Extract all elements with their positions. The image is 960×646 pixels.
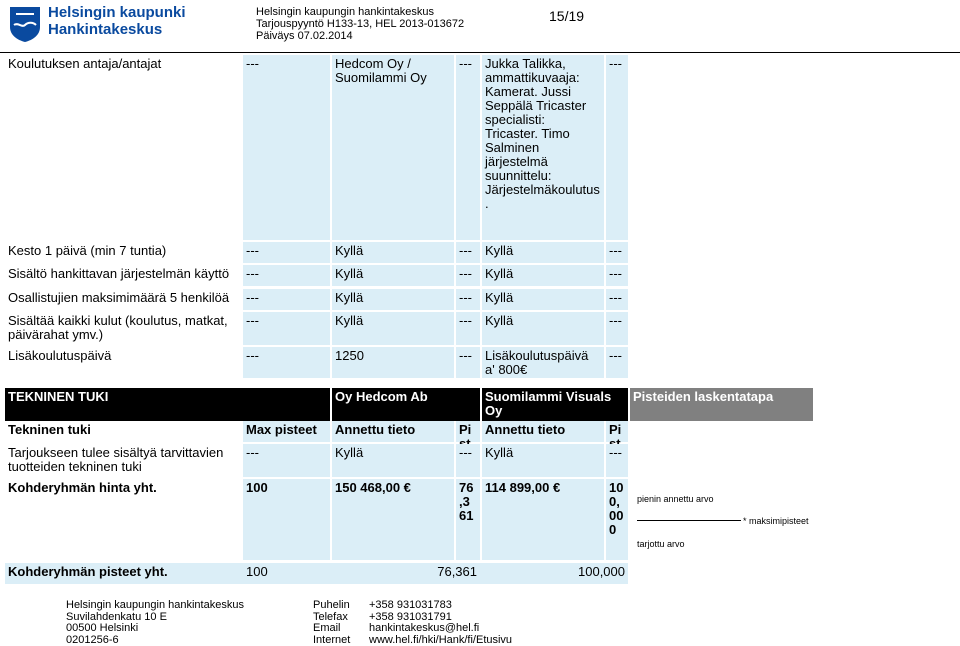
table-cell: 76,361 <box>456 479 480 560</box>
table-cell: Lisäkoulutuspäivä a' 800€ <box>482 347 604 378</box>
table-cell: Annettu tieto <box>332 421 454 442</box>
table-cell: Kyllä <box>482 444 604 477</box>
table-cell: Kyllä <box>332 265 454 286</box>
header-rule <box>0 52 960 53</box>
page-number: 15/19 <box>546 7 587 25</box>
table-cell: Lisäkoulutuspäivä <box>5 347 241 378</box>
table-cell: Jukka Talikka, ammattikuvaaja: Kamerat. … <box>482 55 604 240</box>
table-cell: --- <box>243 289 330 310</box>
total-max: 100 <box>243 563 271 581</box>
table-cell: 114 899,00 € <box>482 479 604 560</box>
header-org: Helsingin kaupungin hankintakeskus <box>256 6 434 18</box>
logo-title: Helsingin kaupunki <box>48 6 186 20</box>
footer-value: hankintakeskus@hel.fi <box>369 623 479 635</box>
logo-crest <box>8 5 42 43</box>
table-cell: --- <box>243 242 330 263</box>
table-cell: --- <box>456 312 480 345</box>
table-cell: Kesto 1 päivä (min 7 tuntia) <box>5 242 241 263</box>
total-score: 100,000 <box>506 563 628 581</box>
formula-line <box>637 520 741 521</box>
table-cell: Kyllä <box>482 242 604 263</box>
total-label: Kohderyhmän pisteet yht. <box>5 563 171 581</box>
table-cell: --- <box>606 242 628 263</box>
table-cell: --- <box>606 347 628 378</box>
footer-label: Email <box>313 623 341 635</box>
table-cell: Annettu tieto <box>482 421 604 442</box>
footer-value: +358 931031783 <box>369 600 452 612</box>
table-cell: --- <box>456 444 480 477</box>
table-cell: --- <box>243 444 330 477</box>
total-score: 76,361 <box>380 563 480 581</box>
formula-multiplier: * maksimipisteet <box>743 515 809 527</box>
table-cell: --- <box>456 289 480 310</box>
table-cell: --- <box>456 55 480 240</box>
table-cell: --- <box>243 265 330 286</box>
table-cell: Osallistujien maksimimäärä 5 henkilöä <box>5 289 241 310</box>
table-header: TEKNINEN TUKI <box>5 388 330 421</box>
table-cell: --- <box>606 312 628 345</box>
formula-denominator: tarjottu arvo <box>637 538 685 550</box>
table-cell: Sisältää kaikki kulut (koulutus, matkat,… <box>5 312 241 345</box>
table-cell: Sisältö hankittavan järjestelmän käyttö <box>5 265 241 286</box>
table-cell: --- <box>456 242 480 263</box>
table-cell: 1250 <box>332 347 454 378</box>
footer-label: Puhelin <box>313 600 350 612</box>
table-cell: Kyllä <box>482 289 604 310</box>
table-cell: 100,000 <box>606 479 628 560</box>
table-cell: Max pisteet <box>243 421 330 442</box>
footer-address: 00500 Helsinki <box>66 623 138 635</box>
table-cell: Kyllä <box>332 242 454 263</box>
footer-address: Helsingin kaupungin hankintakeskus <box>66 600 244 612</box>
footer-label: Internet <box>313 635 350 646</box>
table-cell: 100 <box>243 479 330 560</box>
table-cell: Tarjoukseen tulee sisältyä tarvittavien … <box>5 444 241 477</box>
formula-numerator: pienin annettu arvo <box>637 493 714 505</box>
footer-value: www.hel.fi/hki/Hank/fi/Etusivu <box>369 635 512 646</box>
table-cell: --- <box>243 312 330 345</box>
method-title: Pisteiden laskentatapa <box>630 388 813 421</box>
table-cell: Hedcom Oy / Suomilammi Oy <box>332 55 454 240</box>
table-cell: Kyllä <box>332 312 454 345</box>
header-reference: Tarjouspyyntö H133-13, HEL 2013-013672 <box>256 18 464 30</box>
table-cell: Kyllä <box>332 444 454 477</box>
table-cell: Kyllä <box>482 265 604 286</box>
table-cell: --- <box>606 265 628 286</box>
table-cell: --- <box>243 347 330 378</box>
footer-address: 0201256-6 <box>66 635 119 646</box>
table-cell: Kyllä <box>482 312 604 345</box>
table-header: Oy Hedcom Ab <box>332 388 480 421</box>
table-cell: --- <box>456 347 480 378</box>
table-cell: Tekninen tuki <box>5 421 241 442</box>
table-cell: Pisteet <box>456 421 480 442</box>
table-cell: Kyllä <box>332 289 454 310</box>
header-date: Päiväys 07.02.2014 <box>256 30 353 42</box>
table-cell: --- <box>606 289 628 310</box>
table-cell: --- <box>606 55 628 240</box>
table-cell: Koulutuksen antaja/antajat <box>5 55 241 240</box>
logo-subtitle: Hankintakeskus <box>48 23 162 37</box>
table-cell: --- <box>606 444 628 477</box>
table-cell: --- <box>456 265 480 286</box>
table-cell: Kohderyhmän hinta yht. <box>5 479 241 560</box>
table-cell: 150 468,00 € <box>332 479 454 560</box>
table-header: Suomilammi Visuals Oy <box>482 388 628 421</box>
table-cell: Pisteet <box>606 421 628 442</box>
table-cell: --- <box>243 55 330 240</box>
